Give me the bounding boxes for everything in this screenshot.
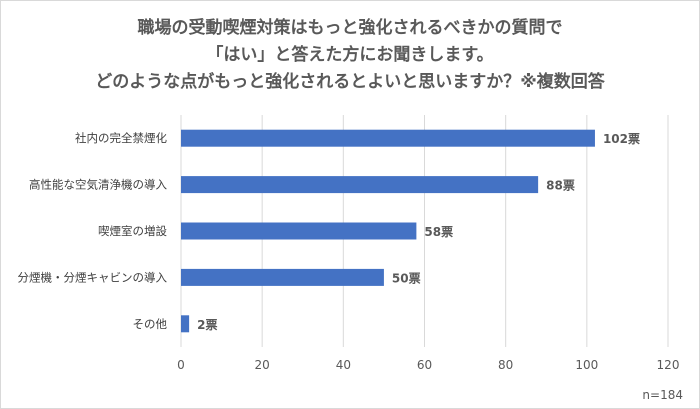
bars <box>181 129 595 333</box>
bar-3 <box>181 268 384 286</box>
x-tick-label-0: 0 <box>177 358 185 372</box>
x-tick-label-6: 120 <box>657 358 680 372</box>
bar-4 <box>181 315 190 333</box>
x-axis-ticks: 0 20 40 60 80 100 120 <box>177 358 679 372</box>
category-label-3: 分煙機・分煙キャビンの導入 <box>18 270 168 284</box>
x-tick-label-3: 60 <box>417 358 432 372</box>
value-label-2: 58票 <box>424 225 453 239</box>
bar-1 <box>181 176 539 194</box>
value-labels: 102票 88票 58票 50票 2票 <box>197 132 640 332</box>
title-line-3: どのような点がもっと強化されるとよいと思いますか？※複数回答 <box>95 72 605 92</box>
value-label-1: 88票 <box>546 179 575 193</box>
x-tick-label-4: 80 <box>498 358 513 372</box>
value-label-3: 50票 <box>392 271 421 285</box>
title-line-1: 職場の受動喫煙対策はもっと強化されるべきかの質問で <box>137 18 563 38</box>
title-line-2: 「はい」と答えた方にお聞きします。 <box>206 45 494 65</box>
x-tick-label-5: 100 <box>575 358 598 372</box>
x-tick-label-2: 40 <box>336 358 351 372</box>
category-labels: 社内の完全禁煙化高性能な空気清浄機の導入喫煙室の増設分煙機・分煙キャビンの導入そ… <box>18 131 168 331</box>
category-label-2: 喫煙室の増設 <box>98 224 167 238</box>
sample-size-note: n=184 <box>642 388 683 402</box>
value-label-4: 2票 <box>197 318 217 332</box>
chart-title: 職場の受動喫煙対策はもっと強化されるべきかの質問で 「はい」と答えた方にお聞きし… <box>1 15 699 96</box>
category-label-4: その他 <box>133 317 168 331</box>
value-label-0: 102票 <box>603 132 640 146</box>
x-tick-label-1: 20 <box>255 358 270 372</box>
category-label-1: 高性能な空気清浄機の導入 <box>29 178 167 192</box>
bar-0 <box>181 129 595 147</box>
category-label-0: 社内の完全禁煙化 <box>75 131 167 145</box>
bar-2 <box>181 222 417 240</box>
